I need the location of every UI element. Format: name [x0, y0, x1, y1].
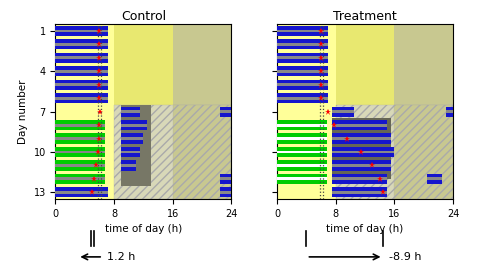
- Bar: [332, 120, 387, 130]
- Bar: [428, 178, 442, 180]
- Bar: [220, 191, 231, 194]
- Bar: [121, 160, 136, 171]
- Bar: [220, 178, 231, 180]
- Bar: [55, 26, 108, 36]
- Bar: [394, 105, 453, 199]
- Bar: [277, 151, 327, 153]
- Bar: [446, 110, 453, 113]
- Bar: [55, 70, 108, 73]
- Bar: [220, 187, 231, 197]
- Text: 1.2 h: 1.2 h: [107, 252, 135, 262]
- Bar: [277, 147, 327, 157]
- Bar: [277, 124, 327, 126]
- Bar: [332, 110, 354, 113]
- Bar: [55, 97, 108, 100]
- Bar: [220, 110, 231, 113]
- Bar: [277, 93, 328, 103]
- Bar: [332, 124, 387, 126]
- Bar: [173, 105, 231, 199]
- X-axis label: time of day (h): time of day (h): [326, 224, 404, 234]
- Bar: [332, 133, 391, 144]
- Bar: [55, 120, 105, 130]
- Bar: [121, 164, 136, 167]
- Bar: [332, 137, 391, 140]
- Bar: [121, 120, 147, 130]
- Title: Treatment: Treatment: [333, 10, 397, 23]
- Bar: [55, 174, 105, 184]
- Bar: [332, 187, 387, 197]
- Bar: [277, 164, 327, 167]
- Bar: [446, 107, 453, 117]
- Bar: [55, 164, 105, 167]
- Text: -8.9 h: -8.9 h: [388, 252, 421, 262]
- Bar: [336, 24, 453, 105]
- Bar: [55, 80, 108, 90]
- Bar: [55, 133, 105, 144]
- Bar: [55, 187, 108, 197]
- Bar: [114, 24, 231, 105]
- Bar: [55, 147, 105, 157]
- Bar: [332, 118, 391, 179]
- Bar: [121, 147, 140, 157]
- Bar: [277, 30, 328, 32]
- Bar: [332, 107, 354, 117]
- Bar: [173, 24, 231, 105]
- Bar: [55, 178, 105, 180]
- Bar: [121, 133, 144, 144]
- Bar: [332, 191, 387, 194]
- Bar: [277, 83, 328, 86]
- Bar: [336, 105, 453, 199]
- Bar: [277, 70, 328, 73]
- Bar: [173, 105, 231, 199]
- Bar: [114, 105, 231, 199]
- Bar: [55, 93, 108, 103]
- Bar: [277, 53, 328, 63]
- Bar: [121, 151, 140, 153]
- Bar: [332, 147, 394, 157]
- Bar: [277, 174, 327, 184]
- Bar: [55, 83, 108, 86]
- Bar: [121, 137, 144, 140]
- Bar: [277, 39, 328, 49]
- Bar: [55, 53, 108, 63]
- Bar: [55, 66, 108, 76]
- Bar: [277, 137, 327, 140]
- Bar: [277, 43, 328, 46]
- Bar: [55, 151, 105, 153]
- Bar: [220, 174, 231, 184]
- Bar: [394, 24, 453, 105]
- Bar: [394, 105, 453, 199]
- Bar: [332, 178, 387, 180]
- Bar: [55, 160, 105, 171]
- Bar: [277, 160, 327, 171]
- Bar: [55, 43, 108, 46]
- Bar: [277, 26, 328, 36]
- Bar: [121, 107, 140, 117]
- Bar: [332, 174, 387, 184]
- Y-axis label: Day number: Day number: [18, 79, 28, 144]
- Bar: [332, 160, 391, 171]
- Bar: [277, 80, 328, 90]
- Bar: [55, 191, 108, 194]
- Bar: [121, 124, 147, 126]
- Bar: [277, 178, 327, 180]
- X-axis label: time of day (h): time of day (h): [105, 224, 182, 234]
- Bar: [55, 30, 108, 32]
- Bar: [428, 174, 442, 184]
- Bar: [55, 39, 108, 49]
- Bar: [121, 110, 140, 113]
- Bar: [277, 66, 328, 76]
- Bar: [55, 124, 105, 126]
- Bar: [332, 151, 394, 153]
- Title: Control: Control: [121, 10, 166, 23]
- Bar: [277, 133, 327, 144]
- Bar: [277, 56, 328, 59]
- Bar: [220, 107, 231, 117]
- Bar: [55, 137, 105, 140]
- Bar: [277, 97, 328, 100]
- Bar: [277, 120, 327, 130]
- Bar: [332, 164, 391, 167]
- Bar: [55, 56, 108, 59]
- Bar: [121, 105, 151, 186]
